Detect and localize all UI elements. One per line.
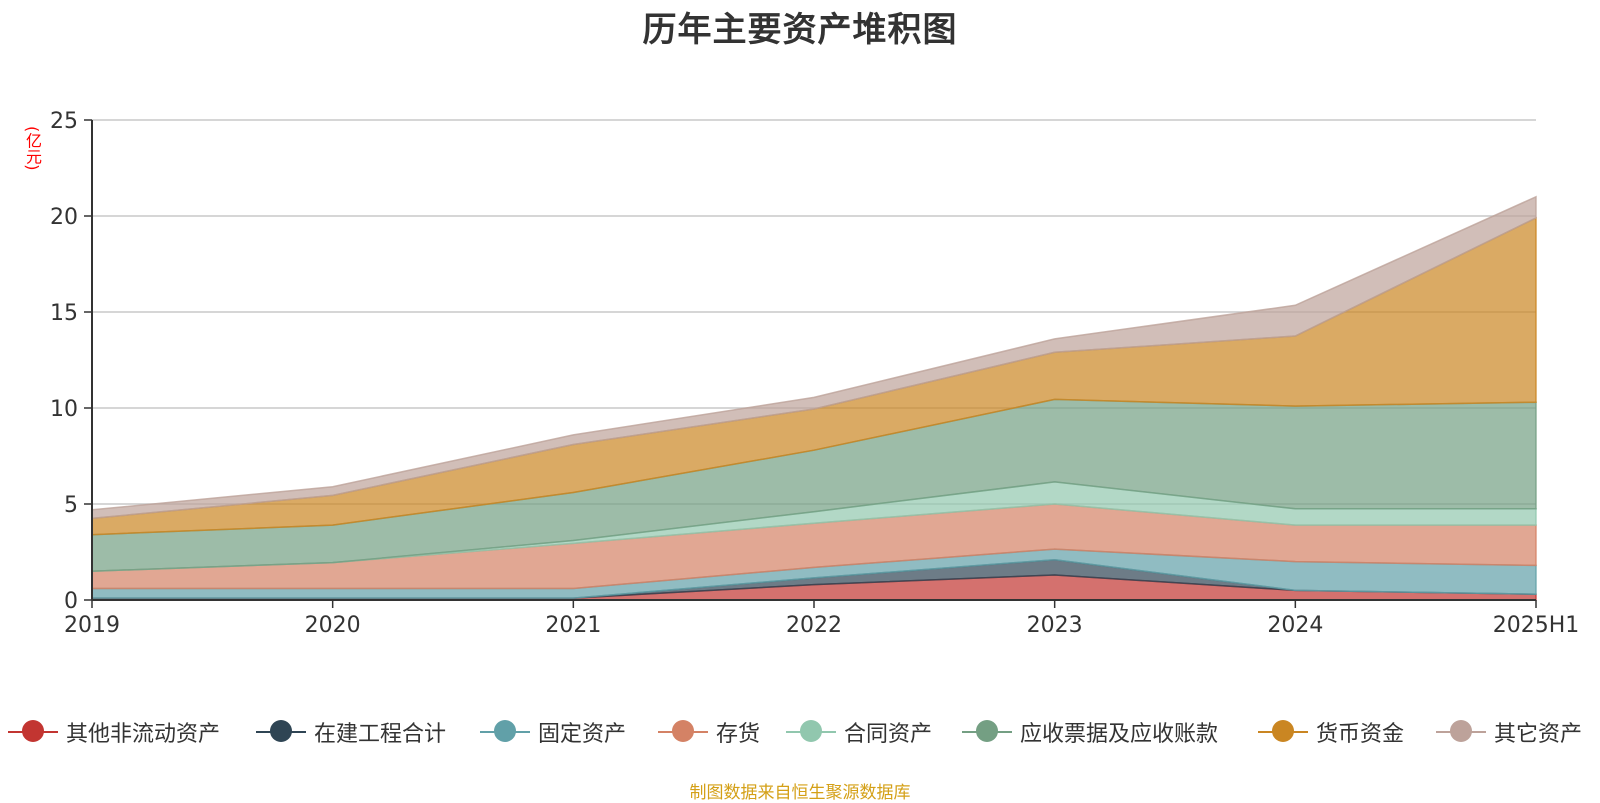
y-tick-label: 15 (50, 301, 78, 326)
legend-label: 其它资产 (1494, 722, 1583, 747)
legend-label: 应收票据及应收账款 (1020, 722, 1219, 747)
legend-label: 在建工程合计 (314, 722, 447, 747)
x-tick-label: 2024 (1267, 613, 1323, 638)
x-tick-label: 2025H1 (1493, 613, 1580, 638)
x-tick-label: 2020 (305, 613, 361, 638)
legend-marker-icon (976, 720, 998, 742)
x-tick-label: 2021 (545, 613, 601, 638)
x-tick-label: 2022 (786, 613, 842, 638)
y-tick-label: 25 (50, 109, 78, 134)
y-axis-unit: (亿元) (23, 125, 42, 171)
x-tick-label: 2019 (64, 613, 120, 638)
data-source-note: 制图数据来自恒生聚源数据库 (689, 783, 911, 803)
x-tick-label: 2023 (1027, 613, 1083, 638)
legend-marker-icon (672, 720, 694, 742)
legend-label: 其他非流动资产 (66, 722, 221, 747)
legend-label: 存货 (716, 722, 761, 747)
legend-label: 固定资产 (538, 722, 627, 747)
legend-label: 合同资产 (844, 722, 933, 747)
y-tick-label: 10 (50, 397, 78, 422)
area-series (91, 195, 1537, 601)
axes: 0 5 10 15 20 25 2019 2020 2021 2022 2023 2024 2025H1 (50, 109, 1579, 638)
legend-marker-icon (270, 720, 292, 742)
y-tick-label: 0 (64, 589, 78, 614)
area-其它资产 (91, 195, 1537, 520)
legend-label: 货币资金 (1316, 722, 1405, 747)
y-tick-label: 5 (64, 493, 78, 518)
legend-marker-icon (1272, 720, 1294, 742)
legend-marker-icon (494, 720, 516, 742)
legend-marker-icon (800, 720, 822, 742)
legend-marker-icon (22, 720, 44, 742)
legend-marker-icon (1450, 720, 1472, 742)
legend: 其他非流动资产 在建工程合计 固定资产 存货 合同资产 应收票据及应收账款 货币资金 其它资产 (0, 712, 1600, 752)
chart-title: 历年主要资产堆积图 (642, 10, 958, 50)
y-tick-label: 20 (50, 205, 78, 230)
